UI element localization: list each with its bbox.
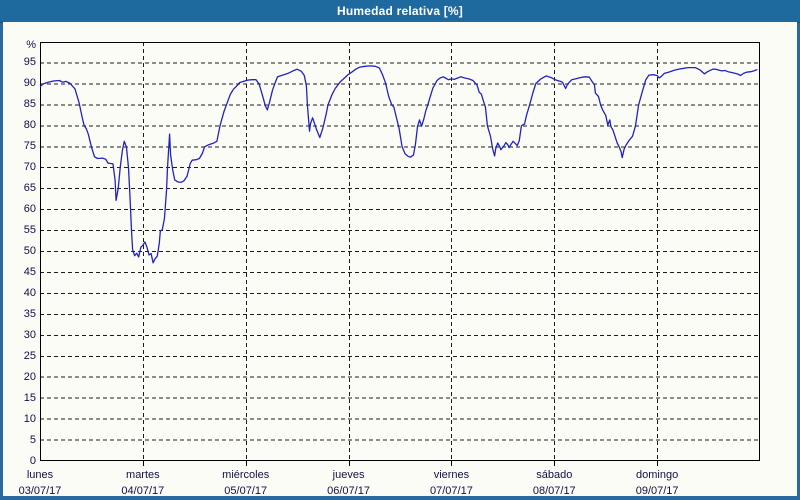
y-axis-label-5: 5 (29, 433, 36, 446)
y-axis-label-15: 15 (23, 391, 36, 404)
y-axis-label-55: 55 (23, 224, 36, 237)
y-axis-label-60: 60 (23, 203, 36, 216)
y-axis-label-80: 80 (23, 119, 36, 132)
y-axis-label-45: 45 (23, 265, 36, 278)
chart-content-area: % 0 5 10 15 20 25 30 35 40 45 50 55 60 65 70 75 80 85 90 95 … (0, 22, 797, 499)
x-axis-label-jueves: jueves 06/07/17 (294, 467, 404, 499)
y-axis-label-90: 90 (23, 77, 36, 90)
plot-frame (40, 42, 760, 461)
y-axis-label-20: 20 (23, 370, 36, 383)
weekday-name: viernes (433, 469, 470, 481)
y-axis-unit-label: % (26, 39, 36, 51)
weekday-name: martes (126, 469, 160, 481)
y-axis-label-10: 10 (23, 412, 36, 425)
x-axis-label-domingo: domingo 09/07/17 (602, 467, 712, 499)
humidity-line (40, 65, 758, 264)
weekday-date: 06/07/17 (327, 485, 370, 497)
y-axis-label-85: 85 (23, 98, 36, 111)
y-axis-label-35: 35 (23, 307, 36, 320)
plot-area (40, 42, 760, 466)
weekday-date: 04/07/17 (121, 485, 165, 497)
weekday-name: jueves (332, 469, 365, 481)
weekday-name: domingo (636, 469, 679, 481)
y-axis-label-40: 40 (23, 286, 36, 299)
y-axis-label-65: 65 (23, 182, 36, 195)
y-axis-label-0: 0 (29, 454, 36, 467)
y-axis-label-70: 70 (23, 161, 36, 174)
weekday-name: sábado (536, 469, 573, 481)
x-axis-label-miércoles: miércoles 05/07/17 (191, 467, 301, 499)
weekday-date: 07/07/17 (430, 485, 473, 497)
window-title-bar: Humedad relativa [%] (0, 0, 800, 23)
weekday-name: miércoles (222, 469, 270, 481)
chart-title: Humedad relativa [%] (336, 4, 464, 18)
x-axis-label-viernes: viernes 07/07/17 (396, 467, 506, 499)
y-axis-label-50: 50 (23, 245, 36, 257)
y-axis-label-75: 75 (23, 140, 36, 153)
x-axis-label-sábado: sábado 08/07/17 (499, 467, 609, 499)
weekday-date: 09/07/17 (635, 485, 679, 497)
weekday-date: 08/07/17 (532, 485, 576, 497)
y-axis-label-30: 30 (23, 328, 36, 341)
weekday-date: 03/07/17 (18, 485, 62, 497)
x-axis-label-lunes: lunes 03/07/17 (0, 467, 95, 499)
x-axis-label-martes: martes 04/07/17 (88, 467, 198, 499)
y-axis-label-25: 25 (23, 349, 36, 362)
weekday-date: 05/07/17 (224, 485, 268, 497)
y-axis-label-95: 95 (23, 56, 36, 69)
weekday-name: lunes (26, 469, 54, 481)
